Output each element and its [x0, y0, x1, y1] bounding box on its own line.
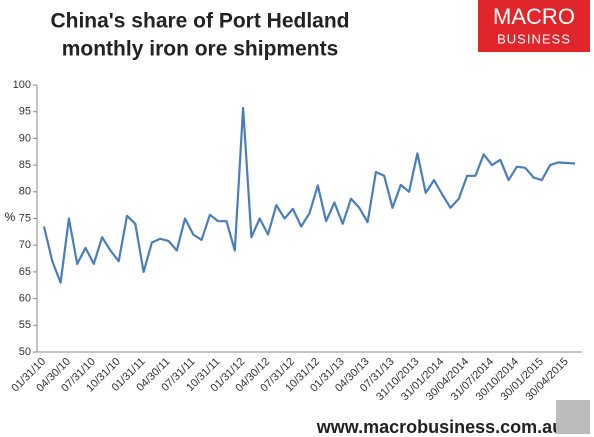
logo-box — [478, 0, 590, 52]
y-tick-label: 95 — [19, 106, 31, 118]
chart-title: monthly iron ore shipments — [62, 38, 339, 61]
logo-icon — [556, 400, 590, 434]
y-tick-label: 100 — [13, 79, 31, 91]
y-tick-label: 50 — [19, 346, 31, 358]
y-tick-label: 75 — [19, 212, 31, 224]
logo-text: BUSINESS — [497, 31, 571, 46]
logo-text: MACRO — [493, 4, 575, 29]
footer: www.macrobusiness.com.au — [316, 417, 563, 437]
data-line — [42, 106, 576, 284]
y-tick-label: 60 — [19, 293, 31, 305]
chart-title: China's share of Port Hedland — [50, 10, 349, 33]
y-axis-label: % — [5, 210, 16, 224]
y-tick-label: 85 — [19, 159, 31, 171]
y-tick-label: 55 — [19, 319, 31, 331]
y-tick-label: 90 — [19, 132, 31, 144]
y-tick-label: 65 — [19, 266, 31, 278]
y-tick-label: 80 — [19, 186, 31, 198]
y-tick-label: 70 — [19, 239, 31, 251]
